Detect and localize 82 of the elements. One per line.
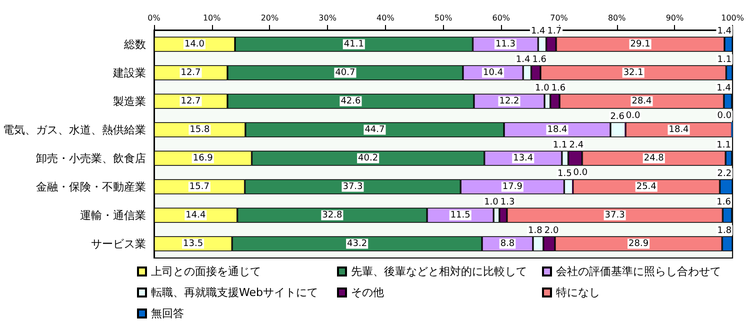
data-label: 1.4 — [516, 54, 530, 65]
x-tick-label: 40% — [376, 14, 395, 22]
data-label: 15.8 — [190, 124, 210, 135]
data-label: 1.1 — [717, 54, 732, 65]
data-label: 10.4 — [483, 68, 504, 78]
data-label: 1.5 — [558, 168, 572, 179]
legend-label: 転職、再就職支援Webサイトにて — [151, 286, 318, 299]
data-label: 37.3 — [342, 182, 363, 192]
data-label: 0.0 — [717, 111, 732, 122]
x-tick-label: 70% — [550, 14, 568, 22]
data-label: 16.9 — [192, 153, 214, 164]
x-tick-label: 30% — [318, 14, 337, 22]
x-tick-label: 80% — [608, 14, 626, 22]
data-label: 12.7 — [180, 96, 201, 106]
data-label: 18.4 — [547, 124, 568, 135]
data-label: 1.8 — [717, 226, 732, 236]
data-label: 1.1 — [552, 140, 568, 150]
y-tick-label: 建設業 — [112, 66, 146, 80]
data-label: 8.8 — [500, 238, 515, 249]
y-tick-label: サービス業 — [91, 237, 146, 250]
y-tick-label: 卸売・小売業、飲食店 — [36, 152, 146, 165]
data-label: 44.7 — [364, 124, 385, 135]
data-label: 43.2 — [347, 238, 368, 249]
data-label: 12.2 — [499, 96, 520, 106]
data-label: 1.7 — [547, 26, 562, 36]
data-label: 28.4 — [632, 96, 652, 106]
data-label: 1.3 — [500, 197, 515, 208]
data-label: 40.7 — [335, 68, 356, 78]
y-tick-label: 運輸・通信業 — [80, 208, 146, 222]
data-label: 12.7 — [180, 68, 201, 78]
x-tick-label: 50% — [434, 14, 453, 22]
data-label: 32.8 — [322, 210, 342, 220]
data-label: 40.2 — [358, 153, 378, 164]
data-label: 41.1 — [344, 39, 364, 50]
data-label: 14.4 — [186, 210, 206, 220]
data-label: 18.4 — [668, 124, 690, 135]
y-tick-label: 製造業 — [113, 94, 146, 108]
x-tick-label: 10% — [202, 14, 222, 22]
data-label: 1.4 — [717, 26, 732, 36]
data-label: 11.5 — [450, 210, 470, 220]
data-label: 2.4 — [569, 140, 584, 150]
data-label: 1.4 — [716, 83, 732, 94]
legend-label: 会社の評価基準に照らし合わせて — [556, 265, 721, 278]
data-label: 28.9 — [628, 238, 649, 249]
data-label: 11.3 — [495, 39, 516, 50]
data-label: 1.1 — [716, 140, 731, 150]
x-tick-label: 90% — [666, 14, 684, 22]
legend-label: 上司との面接を通じて — [151, 265, 261, 278]
data-label: 2.0 — [544, 226, 559, 236]
data-label: 1.6 — [551, 83, 566, 94]
data-label: 24.8 — [644, 153, 664, 164]
legend-label: その他 — [351, 286, 384, 299]
data-label: 13.4 — [513, 153, 534, 164]
x-tick-label: 0% — [148, 14, 161, 22]
data-label: 1.6 — [532, 54, 547, 65]
data-label: 29.1 — [630, 39, 650, 50]
data-label: 1.6 — [716, 197, 732, 208]
data-label: 13.5 — [183, 238, 204, 249]
x-tick-label: 20% — [260, 14, 279, 22]
data-label: 2.2 — [717, 168, 732, 179]
data-label: 1.4 — [530, 26, 546, 36]
y-tick-label: 総数 — [123, 38, 146, 51]
legend-label: 特になし — [556, 286, 600, 299]
y-tick-label: 電気、ガス、水道、熱供給業 — [3, 123, 146, 136]
data-label: 37.3 — [604, 210, 625, 220]
data-label: 0.0 — [626, 111, 641, 122]
y-tick-label: 金融・保険・不動産業 — [36, 180, 146, 194]
data-label: 15.7 — [189, 182, 210, 192]
data-label: 14.0 — [184, 39, 205, 50]
data-label: 25.4 — [636, 182, 657, 192]
legend-label: 先輩、後輩などと相対的に比較して — [351, 265, 527, 278]
x-tick-label: 100% — [721, 14, 744, 22]
data-label: 2.6 — [610, 112, 625, 122]
data-label: 42.6 — [340, 96, 361, 106]
data-label: 1.8 — [528, 226, 543, 236]
data-label: 32.1 — [623, 68, 644, 78]
data-label: 0.0 — [573, 168, 588, 178]
data-label: 1.0 — [484, 197, 499, 208]
x-tick-label: 60% — [492, 14, 510, 22]
data-label: 17.9 — [502, 182, 523, 192]
data-label: 1.0 — [534, 83, 550, 94]
legend-label: 無回答 — [151, 307, 184, 320]
